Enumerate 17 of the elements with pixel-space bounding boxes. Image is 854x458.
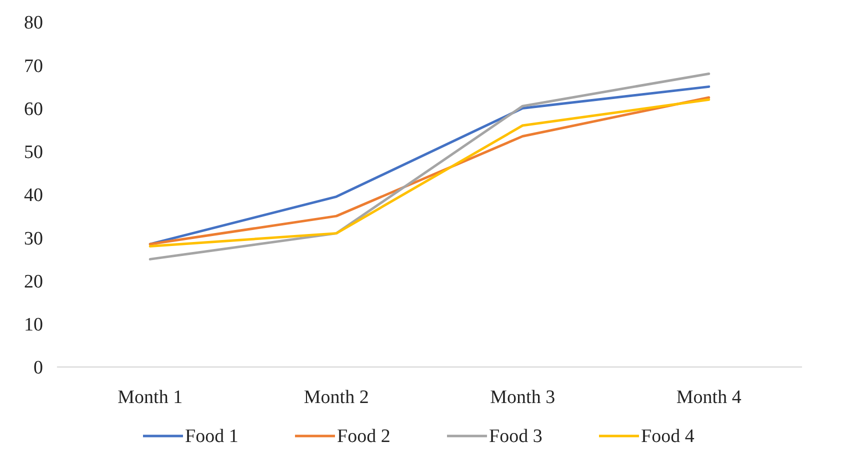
y-tick-label: 70 xyxy=(24,56,43,77)
y-tick-label: 20 xyxy=(24,271,43,292)
y-tick-label: 60 xyxy=(24,98,43,120)
legend-label: Food 1 xyxy=(185,426,238,447)
y-tick-label: 50 xyxy=(24,142,43,164)
x-tick-label: Month 1 xyxy=(118,387,183,408)
x-tick-label: Month 2 xyxy=(304,387,369,408)
x-tick-label: Month 4 xyxy=(676,387,742,408)
legend-label: Food 2 xyxy=(337,426,390,447)
y-tick-label: 80 xyxy=(24,12,43,34)
y-tick-label: 0 xyxy=(34,358,43,379)
legend-label: Food 4 xyxy=(641,426,695,447)
y-tick-label: 30 xyxy=(24,228,43,250)
y-tick-label: 40 xyxy=(24,185,43,206)
x-tick-label: Month 3 xyxy=(490,387,556,408)
y-tick-label: 10 xyxy=(24,314,43,336)
legend-label: Food 3 xyxy=(489,426,542,447)
